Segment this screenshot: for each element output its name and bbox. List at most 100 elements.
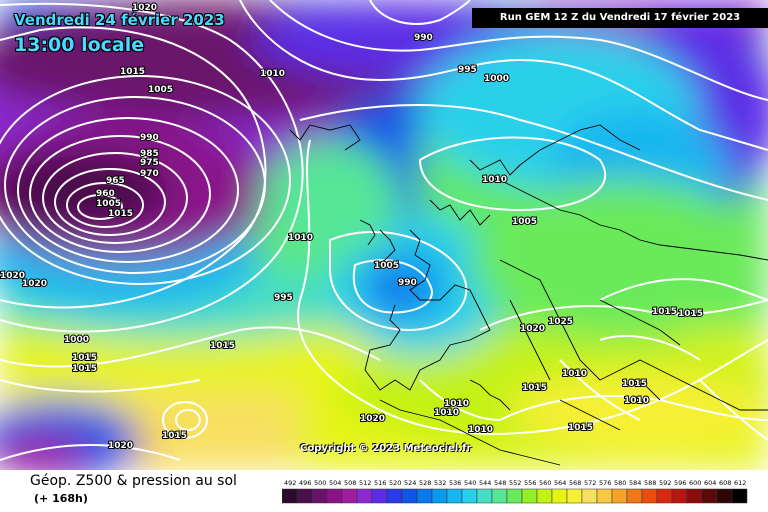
isobar-label: 1015 [162,431,187,441]
isobar-label: 1015 [210,341,235,351]
legend-swatch [701,488,718,504]
valid-date: Vendredi 24 février 2023 [14,11,225,29]
legend-tick-label: 512 [359,479,371,487]
isobar-label: 1015 [568,423,593,433]
forecast-range: (+ 168h) [34,492,88,505]
legend-swatch [551,488,568,504]
legend-tick-label: 604 [704,479,716,487]
isobar-label: 1010 [624,396,649,406]
legend-tick-label: 568 [569,479,581,487]
isobar-label: 1010 [434,408,459,418]
legend-tick-label: 612 [734,479,746,487]
legend-swatch [716,488,733,504]
legend-swatch [461,488,478,504]
legend-swatch [506,488,523,504]
legend-swatch [491,488,508,504]
legend-swatch [671,488,688,504]
product-title: Géop. Z500 & pression au sol [30,473,237,489]
legend-tick-label: 608 [719,479,731,487]
isobar-label: 1015 [120,67,145,77]
isobar-label: 1020 [360,414,385,424]
legend-tick-label: 524 [404,479,416,487]
isobar-label: 1015 [678,309,703,319]
legend-swatch [386,488,403,504]
isobar-label: 1005 [512,217,537,227]
legend-tick-label: 516 [374,479,386,487]
legend-tick-label: 520 [389,479,401,487]
legend-swatch [296,488,313,504]
color-scale-legend: 492 496 500 504 508 512 516 520 524 528 532 536 540 5… [282,479,748,504]
legend-tick-label: 540 [464,479,476,487]
legend-swatch [596,488,613,504]
legend-swatch [446,488,463,504]
legend-swatch [611,488,628,504]
isobar-label: 1000 [484,74,509,84]
legend-tick-label: 572 [584,479,596,487]
isobar-label: 1015 [622,379,647,389]
isobar-label: 1010 [482,175,507,185]
legend-tick-label: 496 [299,479,311,487]
isobar-label: 1005 [374,261,399,271]
isobar-label: 1020 [22,279,47,289]
legend-tick-label: 504 [329,479,341,487]
isobar-lines [0,0,768,460]
legend-tick-label: 528 [419,479,431,487]
legend-swatch [401,488,418,504]
legend-swatch [356,488,373,504]
legend-swatch [581,488,598,504]
run-info-banner: Run GEM 12 Z du Vendredi 17 février 2023 [472,8,768,28]
isobar-label: 1010 [444,399,469,409]
legend-swatch [476,488,493,504]
isobar-label: 985 [140,149,159,159]
legend-swatch [326,488,343,504]
legend-tick-label: 560 [539,479,551,487]
legend-swatch [731,488,748,504]
isobar-label: 990 [140,133,159,143]
isobar-label: 1005 [148,85,173,95]
isobar-label: 960 [96,189,115,199]
isobar-label: 1020 [132,3,157,13]
legend-tick-label: 588 [644,479,656,487]
legend-swatch [431,488,448,504]
legend-tick-label: 500 [314,479,326,487]
legend-swatch [521,488,538,504]
isobar-label: 1000 [64,335,89,345]
legend-swatch [566,488,583,504]
isobar-label: 1010 [562,369,587,379]
legend-swatch [686,488,703,504]
legend-tick-label: 584 [629,479,641,487]
isobar-label: 1020 [0,271,25,281]
isobar-label: 1020 [108,441,133,451]
legend-tick-label: 592 [659,479,671,487]
legend-tick-label: 576 [599,479,611,487]
isobar-label: 1015 [652,307,677,317]
legend-tick-label: 596 [674,479,686,487]
isobar-label: 1015 [72,353,97,363]
legend-tick-label: 548 [494,479,506,487]
isobar-label: 1005 [96,199,121,209]
isobar-label: 975 [140,158,159,168]
isobar-label: 1015 [108,209,133,219]
legend-tick-label: 544 [479,479,491,487]
isobar-label: 1015 [522,383,547,393]
isobar-label: 1010 [260,69,285,79]
isobar-label: 1015 [72,364,97,374]
weather-map: 1020 990 1015 1010 1005 995 1000 990 985 975 970 96… [0,0,768,470]
legend-swatch [536,488,553,504]
legend-swatch [656,488,673,504]
legend-swatch [626,488,643,504]
legend-swatch [311,488,328,504]
isobar-label: 1020 [520,324,545,334]
isobar-label: 995 [274,293,293,303]
legend-swatch [416,488,433,504]
legend-tick-label: 600 [689,479,701,487]
legend-tick-label: 556 [524,479,536,487]
legend-swatch [641,488,658,504]
copyright-notice: Copyright © 2023 Meteociel.fr [300,443,472,454]
isobar-label: 990 [414,33,433,43]
legend-tick-label: 492 [284,479,296,487]
legend-swatch [371,488,388,504]
coastlines [289,124,768,466]
